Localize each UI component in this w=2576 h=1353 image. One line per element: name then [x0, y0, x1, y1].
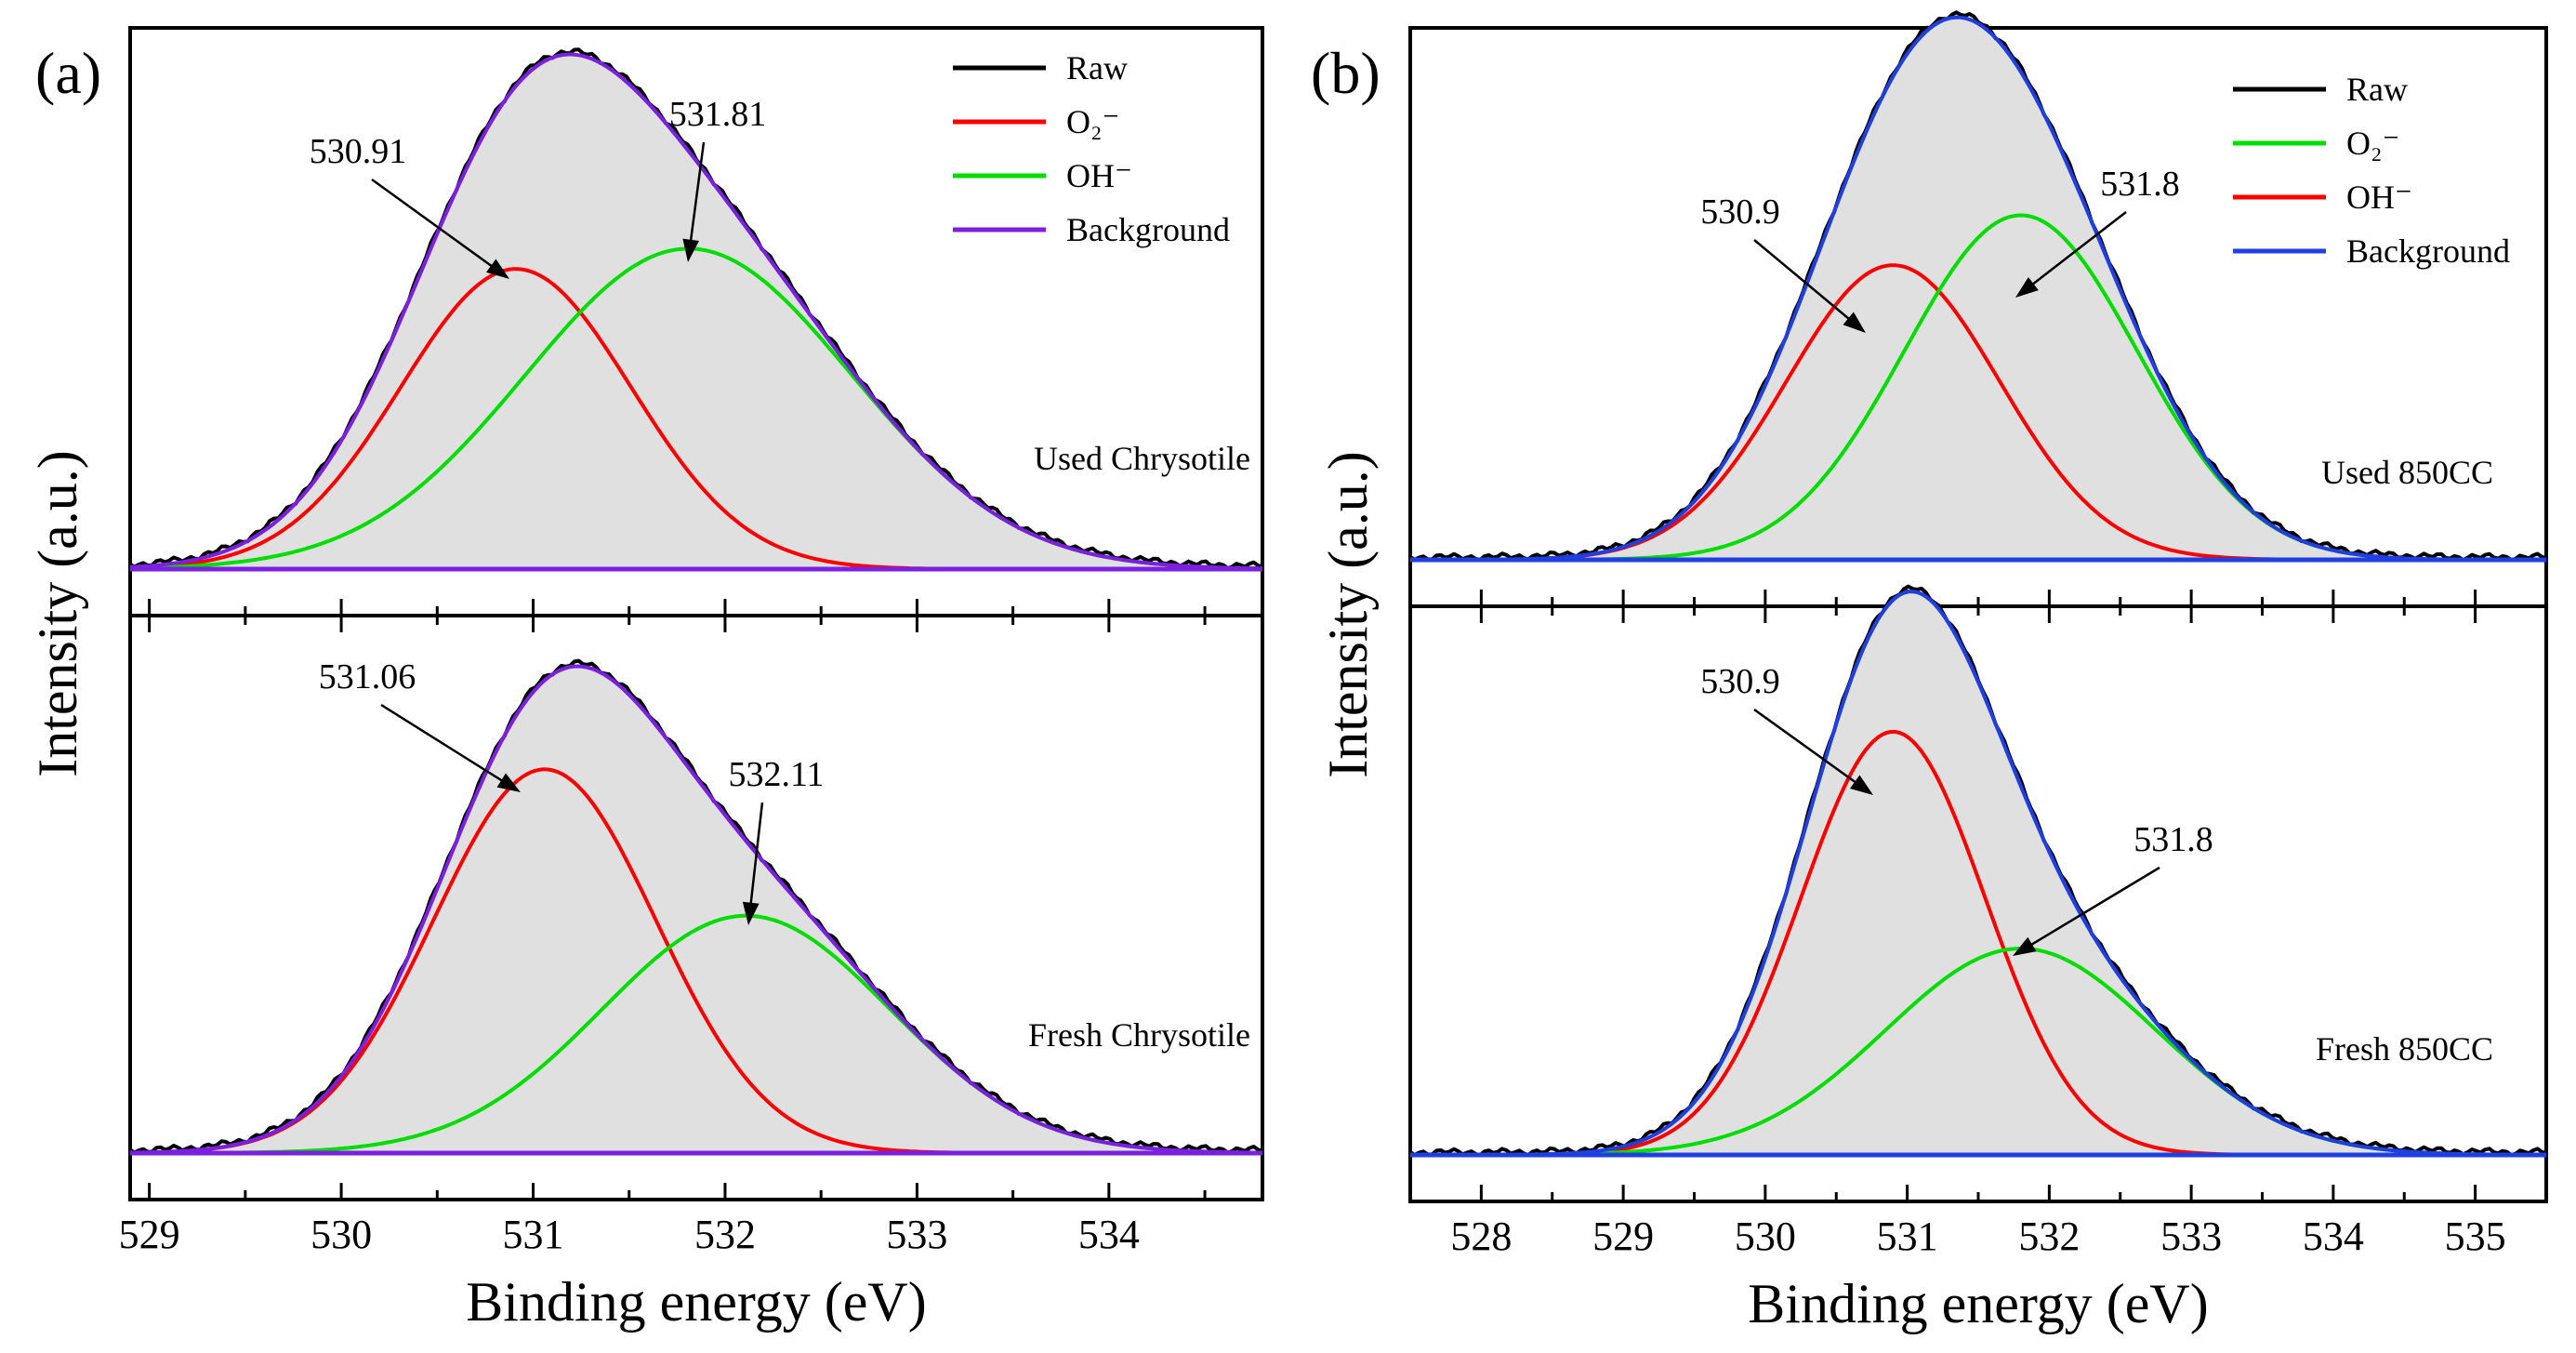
subplot-bottom: Fresh 850CC 530.9 531.8: [1408, 584, 2547, 1158]
x-axis-title: Binding energy (eV): [466, 1271, 926, 1333]
legend-label: Background: [2346, 232, 2510, 270]
peak-arrowhead: [496, 773, 521, 792]
peak-label: 532.11: [728, 755, 824, 794]
x-tick-label: 529: [1592, 1214, 1654, 1259]
x-tick-label: 532: [2018, 1214, 2080, 1259]
envelope-fill: [130, 54, 1262, 569]
peak-label: 530.9: [1700, 192, 1780, 232]
subplot-top: Used Chrysotile 530.91 531.81: [129, 47, 1263, 572]
x-axis-title: Binding energy (eV): [1748, 1273, 2208, 1334]
subplot-top: Used 850CC 530.9 531.8: [1408, 10, 2547, 563]
legend-label: Raw: [1066, 49, 1128, 86]
x-tick-label: 533: [886, 1212, 947, 1257]
panel-letter: (b): [1311, 40, 1380, 106]
sample-label: Used Chrysotile: [1034, 440, 1250, 477]
legend-label: Raw: [2346, 71, 2408, 108]
peak-arrow: [2026, 211, 2127, 290]
peak-arrow: [1753, 708, 1862, 788]
sample-label: Fresh Chrysotile: [1028, 1016, 1250, 1054]
x-tick-label: 534: [2303, 1214, 2364, 1259]
peak-arrow: [688, 141, 706, 248]
envelope-fill: [130, 666, 1262, 1153]
x-tick-label: 535: [2445, 1214, 2506, 1259]
peak-arrow: [371, 178, 498, 272]
peak-arrow: [380, 703, 509, 786]
peak-label: 531.06: [319, 657, 416, 696]
peak-arrow: [1753, 239, 1856, 325]
legend-label: O₂⁻: [1066, 103, 1120, 140]
fit-envelope-curve: [1410, 15, 2546, 562]
subplot-bottom: Fresh Chrysotile 531.06 532.11: [128, 657, 1263, 1156]
fit-envelope-curve: [129, 664, 1263, 1155]
legend: Raw O₂⁻ OH⁻ Background: [2233, 71, 2510, 270]
peak-label: 530.9: [1700, 662, 1780, 701]
fit-envelope-curve: [129, 52, 1263, 571]
peak-arrowhead: [1850, 775, 1873, 795]
fit-envelope-curve: [1410, 590, 2546, 1157]
x-tick-label: 530: [1735, 1214, 1796, 1259]
envelope-fill: [1410, 17, 2546, 561]
peak-label: 531.8: [2133, 820, 2213, 859]
y-axis-title: Intensity (a.u.): [1317, 451, 1379, 778]
x-tick-label: 534: [1078, 1212, 1140, 1257]
x-tick-label: 529: [119, 1212, 180, 1257]
sample-label: Used 850CC: [2321, 454, 2493, 491]
x-tick-label: 532: [694, 1212, 756, 1257]
peak-arrowhead: [742, 901, 760, 925]
sample-label: Fresh 850CC: [2316, 1030, 2493, 1068]
peak-arrowhead: [2013, 936, 2037, 956]
legend-label: OH⁻: [1066, 157, 1132, 194]
peak-arrowhead: [1843, 312, 1866, 333]
panel-a: 529 530 531 532 533 534 Binding energy (eV) Int…: [27, 26, 1264, 1333]
x-tick-label: 533: [2160, 1214, 2222, 1259]
panel-letter: (a): [35, 40, 101, 106]
legend-label: Background: [1066, 211, 1230, 248]
peak-arrow: [748, 802, 764, 911]
x-tick-label: 530: [310, 1212, 372, 1257]
peak-label: 531.8: [2100, 165, 2180, 204]
peak-arrowhead: [682, 238, 699, 262]
panel-b: 528 529 530 531 532 533 534 535 Binding energy (…: [1311, 10, 2548, 1334]
x-tick-label: 528: [1450, 1214, 1512, 1259]
x-tick-label: 531: [503, 1212, 564, 1257]
legend-label: OH⁻: [2346, 179, 2412, 216]
legend-label: O₂⁻: [2346, 125, 2400, 162]
peak-label: 530.91: [310, 132, 407, 171]
peak-arrowhead: [486, 259, 509, 279]
y-axis-title: Intensity (a.u.): [27, 450, 88, 777]
peak-label: 531.81: [669, 95, 767, 134]
peak-arrowhead: [2015, 277, 2039, 298]
legend: Raw O₂⁻ OH⁻ Background: [953, 49, 1230, 248]
x-tick-label: 531: [1877, 1214, 1938, 1259]
peak-arrow: [2025, 866, 2160, 949]
